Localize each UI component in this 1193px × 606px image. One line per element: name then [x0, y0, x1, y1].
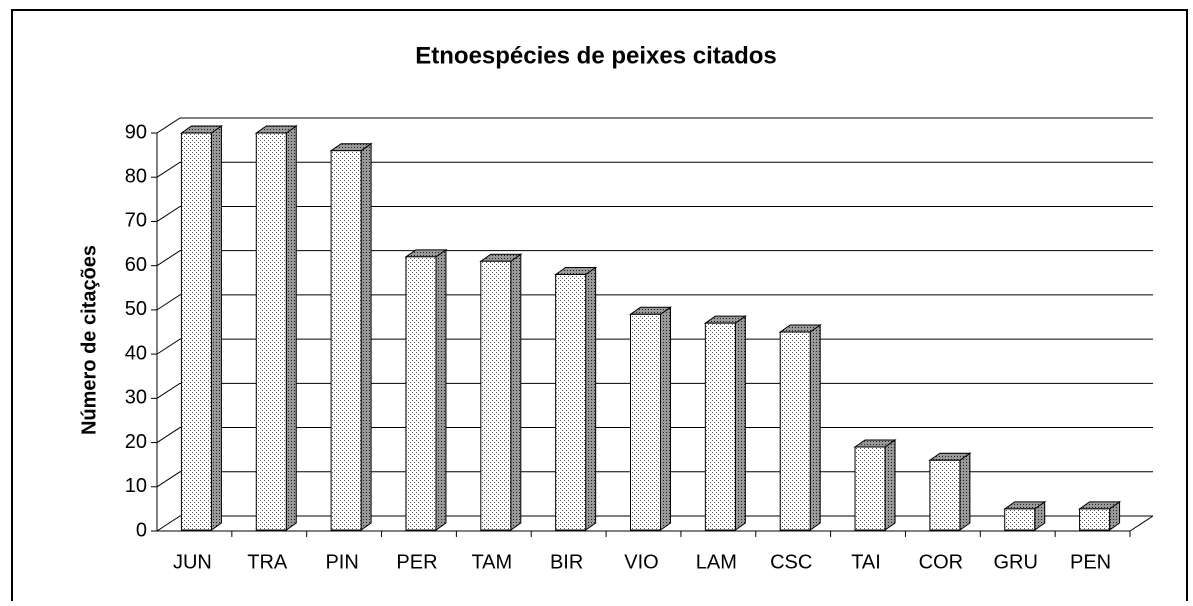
x-tick-label: JUN — [173, 551, 212, 573]
y-tick-label: 80 — [125, 166, 147, 188]
y-tick-label: 10 — [125, 475, 147, 497]
grid-line — [156, 161, 1153, 178]
y-tick-label: 90 — [125, 121, 147, 143]
y-tick-label: 30 — [125, 387, 147, 409]
bar-side — [809, 324, 821, 531]
grid-line — [156, 205, 1153, 222]
grid-line — [156, 427, 1153, 443]
bar — [929, 459, 961, 531]
grid-line — [156, 250, 1153, 267]
bar-side — [734, 315, 746, 531]
grid-line — [156, 471, 1153, 488]
bar — [405, 256, 437, 531]
bar — [555, 274, 587, 531]
x-tick-label: BIR — [550, 551, 583, 573]
bar — [480, 260, 512, 531]
bar-side — [285, 125, 297, 531]
bar-side — [585, 266, 597, 531]
x-tick-label: COR — [919, 551, 963, 573]
x-tick-label: VIO — [624, 551, 658, 573]
bar-side — [360, 142, 372, 531]
x-tick-label: PIN — [325, 551, 358, 573]
bar-side — [884, 439, 896, 531]
y-tick-label: 60 — [125, 254, 147, 276]
bar — [704, 322, 736, 531]
chart-title: Etnoespécies de peixes citados — [415, 42, 777, 69]
back-wall — [156, 515, 1153, 532]
bar-side — [959, 452, 971, 531]
bar-side — [435, 248, 447, 531]
bar — [1079, 508, 1111, 531]
bar — [630, 313, 661, 531]
grid-line — [156, 294, 1153, 311]
x-tick-label: PER — [396, 551, 437, 573]
chart-border — [11, 9, 1188, 606]
bar-side — [660, 306, 671, 531]
y-tick-label: 40 — [125, 342, 147, 364]
bar — [255, 132, 287, 531]
bar — [1004, 508, 1036, 531]
x-tick-label: CSC — [770, 551, 812, 573]
bar-side — [510, 253, 522, 531]
x-tick-label: GRU — [994, 551, 1038, 573]
x-tick-label: TAI — [851, 551, 881, 573]
floor-edge — [1129, 515, 1154, 532]
grid-line — [156, 382, 1153, 399]
x-tick-label: PEN — [1070, 551, 1111, 573]
y-tick-label: 70 — [125, 210, 147, 232]
x-tick-label: TRA — [247, 551, 288, 573]
grid-line — [156, 117, 1153, 134]
bar — [779, 331, 811, 531]
bar-side — [210, 125, 222, 531]
grid-line — [156, 338, 1153, 355]
bar — [180, 132, 212, 531]
y-tick-label: 0 — [136, 519, 147, 541]
y-axis-title: Número de citações — [78, 245, 100, 435]
y-tick-label: 20 — [125, 431, 147, 453]
y-tick-label: 50 — [125, 298, 147, 320]
bar — [330, 150, 362, 531]
bar — [854, 446, 886, 531]
x-tick-label: LAM — [696, 551, 737, 573]
x-tick-label: TAM — [471, 551, 512, 573]
